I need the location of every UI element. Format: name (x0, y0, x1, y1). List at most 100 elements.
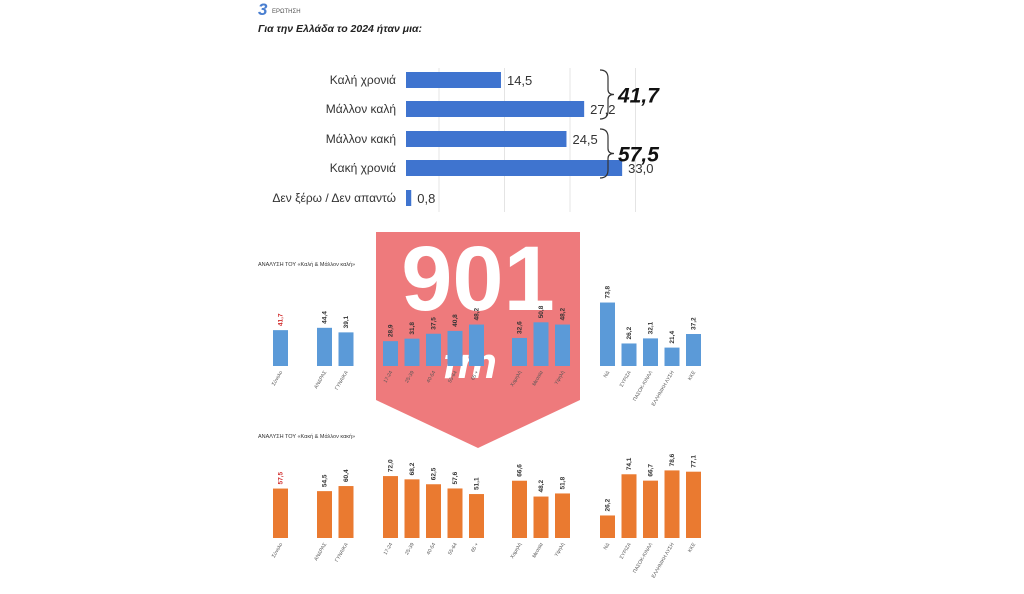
column-value-label: 31,8 (409, 322, 416, 335)
column-value-label: 32,1 (648, 321, 655, 334)
curly-bracket (599, 69, 615, 120)
bar (406, 131, 567, 147)
column-bar (447, 330, 463, 366)
column-category-label: ΣΥΡΙΖΑ (619, 369, 633, 388)
column-category-label: ΑΝΔΡΑΣ (313, 370, 328, 390)
column-bar (512, 337, 527, 366)
column-bar (469, 324, 484, 366)
column-bar (338, 332, 354, 366)
column-value-label: 40,8 (452, 314, 459, 327)
category-label: Δεν ξέρω / Δεν απαντώ (272, 191, 396, 205)
column-value-label: 51,1 (474, 477, 481, 490)
column-bar (533, 496, 549, 538)
column-category-label: ΠΑΣΟΚ-ΚΙΝΑΛ (632, 541, 654, 574)
column-value-label: 77,1 (691, 455, 698, 468)
column-value-label: 37,2 (691, 317, 698, 330)
column-bar (317, 327, 332, 366)
column-category-label: 40-54 (426, 542, 438, 556)
column-value-label: 73,8 (605, 285, 612, 298)
column-category-label: 25-39 (404, 370, 416, 384)
column-bar (643, 338, 658, 366)
column-bar (555, 324, 570, 366)
column-value-label: 66,6 (517, 464, 524, 477)
column-category-label: ΣΥΡΙΖΑ (619, 541, 633, 560)
column-bar (621, 343, 637, 366)
column-bar (600, 302, 615, 366)
column-category-label: Υψηλή (553, 541, 567, 558)
column-category-label: Σύνολο (270, 369, 284, 387)
column-bar (686, 471, 701, 538)
column-value-label: 37,5 (431, 317, 438, 330)
header: 3 ΕΡΩΤΗΣΗ Για την Ελλάδα το 2024 ήταν μι… (258, 0, 422, 35)
column-bar (469, 494, 484, 538)
column-bar (664, 470, 680, 538)
bar (406, 190, 412, 206)
column-value-label: 41,7 (278, 313, 285, 326)
chart-title: ΑΝΑΛΥΣΗ ΤΟΥ «Καλή & Μάλλον καλή» (258, 261, 355, 268)
bad-analysis-chart: ΑΝΑΛΥΣΗ ΤΟΥ «Κακή & Μάλλον κακή» 57,5 Σύνο… (258, 433, 701, 579)
column-value-label: 44,4 (322, 311, 329, 324)
overall-hbar-chart: Καλή χρονιά 14,5 Μάλλον καλή 27,2 Μάλλον κακ… (272, 68, 660, 212)
column-category-label: ΠΑΣΟΚ-ΚΙΝΑΛ (632, 369, 654, 402)
column-value-label: 68,2 (409, 462, 416, 475)
column-value-label: 54,5 (322, 474, 329, 487)
column-category-label: 25-39 (404, 542, 416, 556)
column-value-label: 39,1 (343, 315, 350, 328)
logo-word: ΕΡΩΤΗΣΗ (272, 9, 301, 15)
column-value-label: 26,2 (626, 326, 633, 339)
logo-number: 3 (258, 0, 268, 19)
curly-bracket (599, 128, 615, 179)
column-bar (447, 488, 463, 538)
column-bar (338, 486, 354, 538)
value-label: 24,5 (572, 132, 597, 147)
column-value-label: 72,0 (388, 459, 395, 472)
column-bar (686, 334, 701, 366)
column-value-label: 50,8 (538, 305, 545, 318)
column-category-label: 55-64 (447, 370, 459, 384)
bar (406, 101, 585, 117)
column-bar (426, 484, 441, 538)
category-label: Καλή χρονιά (330, 73, 396, 87)
column-bar (317, 491, 332, 538)
column-value-label: 60,4 (343, 469, 350, 482)
column-bar (555, 493, 570, 538)
column-category-label: 65 + (470, 370, 480, 382)
column-bar (600, 515, 615, 538)
column-bar (664, 347, 680, 366)
value-label: 0,8 (417, 191, 435, 206)
column-bar (273, 330, 288, 366)
column-category-label: ΚΚΕ (687, 541, 698, 553)
column-bar (273, 488, 288, 538)
column-category-label: 65 + (470, 542, 480, 554)
column-value-label: 57,6 (452, 471, 459, 484)
column-category-label: 17-24 (383, 542, 395, 556)
column-category-label: ΑΝΔΡΑΣ (313, 542, 328, 562)
column-value-label: 51,8 (560, 476, 567, 489)
watermark-number: 901 (401, 228, 555, 330)
column-value-label: 32,6 (517, 321, 524, 334)
category-label: Κακή χρονιά (330, 161, 396, 175)
column-bar (512, 480, 527, 538)
column-value-label: 66,7 (648, 464, 655, 477)
column-value-label: 48,2 (560, 308, 567, 321)
column-value-label: 48,2 (538, 480, 545, 493)
column-category-label: Σύνολο (270, 541, 284, 559)
column-bar (404, 338, 420, 366)
column-value-label: 26,2 (605, 498, 612, 511)
category-label: Μάλλον καλή (326, 102, 396, 116)
column-value-label: 28,9 (388, 324, 395, 337)
column-bar (383, 341, 398, 366)
bar (406, 72, 501, 88)
column-bar (426, 333, 441, 366)
column-category-label: ΓΥΝΑΙΚΑ (334, 369, 350, 391)
column-category-label: ΓΥΝΑΙΚΑ (334, 541, 350, 563)
bar (406, 160, 623, 176)
column-value-label: 57,5 (278, 472, 285, 485)
bracket-total: 41,7 (617, 85, 660, 108)
column-bar (621, 474, 637, 538)
value-label: 14,5 (507, 73, 532, 88)
column-category-label: Χαμηλή (509, 541, 524, 560)
value-label: 33,0 (628, 161, 653, 176)
column-bar (404, 479, 420, 538)
